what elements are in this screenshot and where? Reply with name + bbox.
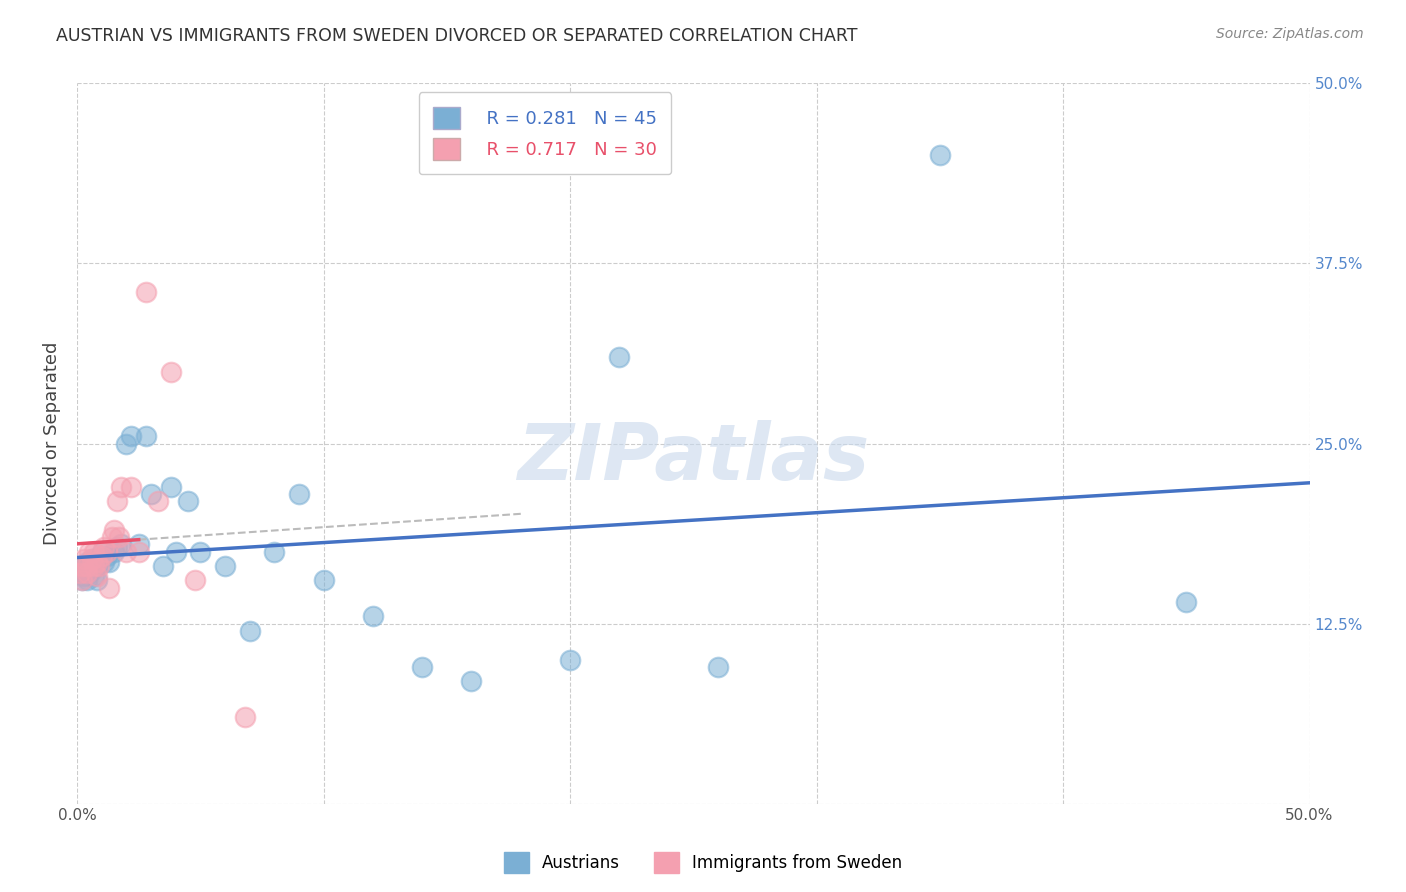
Point xyxy=(96,549,118,563)
Legend: Austrians, Immigrants from Sweden: Austrians, Immigrants from Sweden xyxy=(498,846,908,880)
Point xyxy=(110,537,132,551)
Point xyxy=(83,558,105,573)
Point xyxy=(108,530,131,544)
Point xyxy=(89,558,111,573)
Point xyxy=(120,429,142,443)
Point xyxy=(928,148,950,162)
Point xyxy=(103,544,125,558)
Point xyxy=(79,544,101,558)
Point xyxy=(120,480,142,494)
Point xyxy=(86,555,108,569)
Point xyxy=(89,551,111,566)
Point xyxy=(73,569,96,583)
Point xyxy=(83,544,105,558)
Point xyxy=(80,563,103,577)
Point xyxy=(460,674,482,689)
Point xyxy=(411,660,433,674)
Point xyxy=(76,558,98,573)
Point xyxy=(103,523,125,537)
Point xyxy=(93,555,115,569)
Point xyxy=(86,569,108,583)
Point xyxy=(288,487,311,501)
Point xyxy=(69,558,91,573)
Y-axis label: Divorced or Separated: Divorced or Separated xyxy=(44,342,60,545)
Point xyxy=(100,530,122,544)
Point xyxy=(128,537,150,551)
Point xyxy=(90,549,112,563)
Point xyxy=(1175,595,1198,609)
Point xyxy=(96,544,118,558)
Point xyxy=(263,544,285,558)
Point xyxy=(239,624,262,638)
Point xyxy=(361,609,384,624)
Point xyxy=(76,555,98,569)
Point xyxy=(159,364,181,378)
Point xyxy=(177,494,200,508)
Point xyxy=(105,540,128,554)
Point xyxy=(98,555,121,569)
Point xyxy=(90,544,112,558)
Point xyxy=(80,551,103,566)
Point xyxy=(76,566,98,581)
Point xyxy=(188,544,211,558)
Point xyxy=(86,558,108,573)
Point xyxy=(609,350,631,364)
Point xyxy=(152,558,174,573)
Point xyxy=(76,574,98,588)
Point xyxy=(115,544,138,558)
Point xyxy=(128,544,150,558)
Point xyxy=(98,581,121,595)
Point xyxy=(105,494,128,508)
Point xyxy=(312,574,335,588)
Point xyxy=(139,487,162,501)
Point xyxy=(233,710,256,724)
Point xyxy=(135,429,157,443)
Point xyxy=(73,563,96,577)
Point xyxy=(184,574,207,588)
Point xyxy=(80,551,103,566)
Point xyxy=(558,652,581,666)
Point xyxy=(70,574,93,588)
Point xyxy=(93,540,115,554)
Point xyxy=(70,574,93,588)
Point xyxy=(69,566,91,581)
Point xyxy=(83,569,105,583)
Text: ZIPatlas: ZIPatlas xyxy=(517,420,869,496)
Point xyxy=(70,566,93,581)
Text: Source: ZipAtlas.com: Source: ZipAtlas.com xyxy=(1216,27,1364,41)
Point xyxy=(73,551,96,566)
Point xyxy=(214,558,236,573)
Point xyxy=(135,285,157,300)
Point xyxy=(79,558,101,573)
Point xyxy=(115,436,138,450)
Legend:   R = 0.281   N = 45,   R = 0.717   N = 30: R = 0.281 N = 45, R = 0.717 N = 30 xyxy=(419,93,671,175)
Point xyxy=(165,544,187,558)
Point xyxy=(86,574,108,588)
Point xyxy=(159,480,181,494)
Point xyxy=(70,558,93,573)
Point xyxy=(707,660,730,674)
Point xyxy=(110,480,132,494)
Point xyxy=(148,494,170,508)
Point xyxy=(79,566,101,581)
Text: AUSTRIAN VS IMMIGRANTS FROM SWEDEN DIVORCED OR SEPARATED CORRELATION CHART: AUSTRIAN VS IMMIGRANTS FROM SWEDEN DIVOR… xyxy=(56,27,858,45)
